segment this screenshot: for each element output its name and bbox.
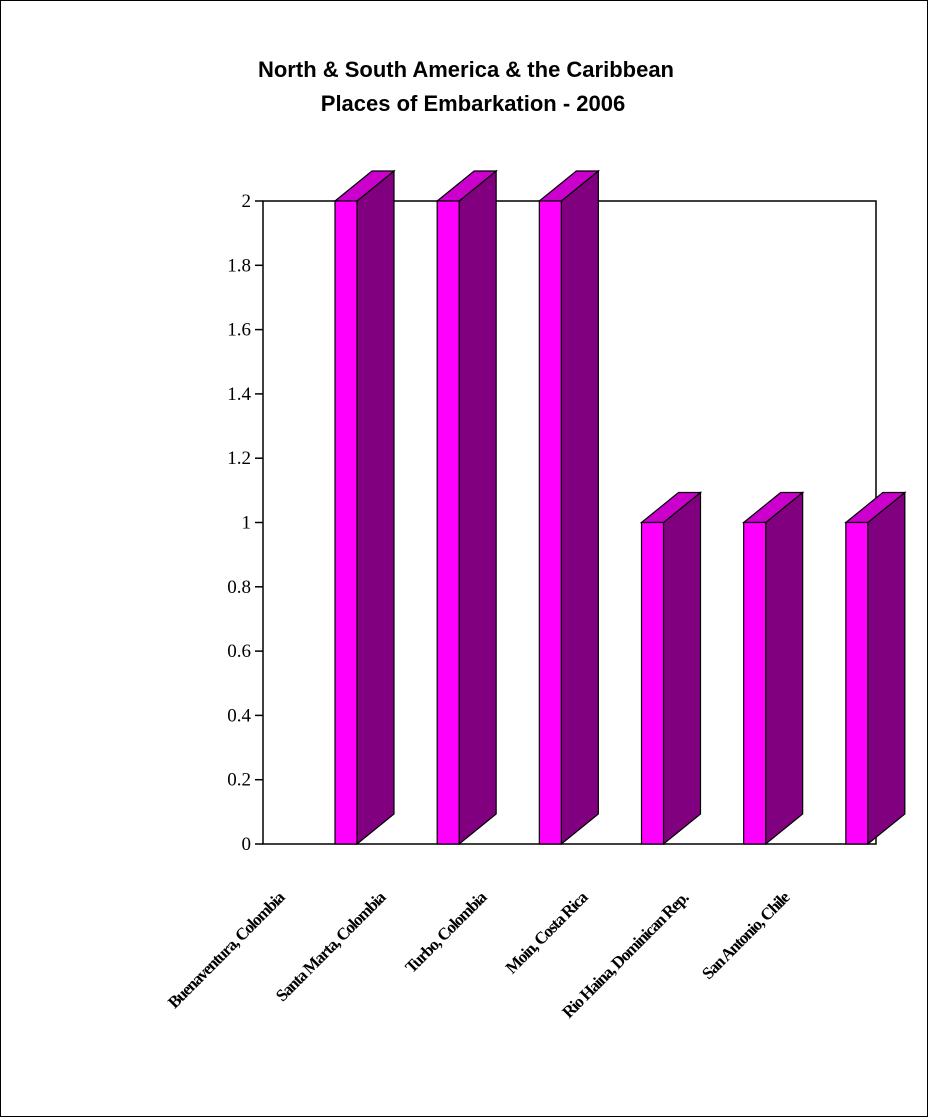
bar-side-face xyxy=(662,491,702,846)
y-tick-label: 1 xyxy=(242,513,252,534)
bar-front-face xyxy=(538,200,562,845)
bar xyxy=(537,169,601,846)
y-tick-label: 0.4 xyxy=(227,705,251,726)
y-axis: 0 0.2 0.4 0.6 0.8 1 1.2 1.4 1.6 1.8 2 xyxy=(227,191,263,855)
bar xyxy=(844,491,907,846)
bar-side-face xyxy=(765,491,804,846)
bar-front-face xyxy=(334,200,358,845)
y-tick-label: 0.2 xyxy=(227,770,251,791)
chart-subtitle: Places of Embarkation - 2006 xyxy=(321,91,625,116)
bar-front-face xyxy=(845,521,869,845)
bar-front-face xyxy=(640,521,665,845)
bar-front-face xyxy=(743,521,767,845)
bar-side-face xyxy=(560,169,599,846)
bar xyxy=(741,491,805,846)
x-tick-label: Buenaventura, Colombia xyxy=(164,887,289,1012)
y-tick-label: 0.8 xyxy=(227,577,251,598)
y-tick-label: 0 xyxy=(242,834,252,855)
bar-side-face xyxy=(458,169,497,846)
x-tick-label: San Antonio, Chile xyxy=(698,887,794,983)
bar-side-face xyxy=(867,491,906,846)
bar xyxy=(639,491,703,846)
bar xyxy=(333,169,396,846)
y-tick-label: 1.4 xyxy=(227,384,251,405)
x-tick-label: Turbo, Colombia xyxy=(401,887,491,977)
bar xyxy=(435,169,498,846)
y-tick-label: 0.6 xyxy=(227,641,251,662)
chart-title: North & South America & the Caribbean xyxy=(258,57,674,82)
y-tick-label: 2 xyxy=(242,191,252,212)
y-tick-label: 1.8 xyxy=(227,255,251,276)
bar-front-face xyxy=(436,200,460,845)
x-tick-label: Santa Marta, Colombia xyxy=(272,887,390,1005)
y-tick-label: 1.2 xyxy=(227,448,251,469)
bar-side-face xyxy=(356,169,395,846)
bar-group xyxy=(333,169,907,846)
y-tick-label: 1.6 xyxy=(227,320,251,341)
x-tick-label: Moin, Costa Rica xyxy=(502,887,592,977)
